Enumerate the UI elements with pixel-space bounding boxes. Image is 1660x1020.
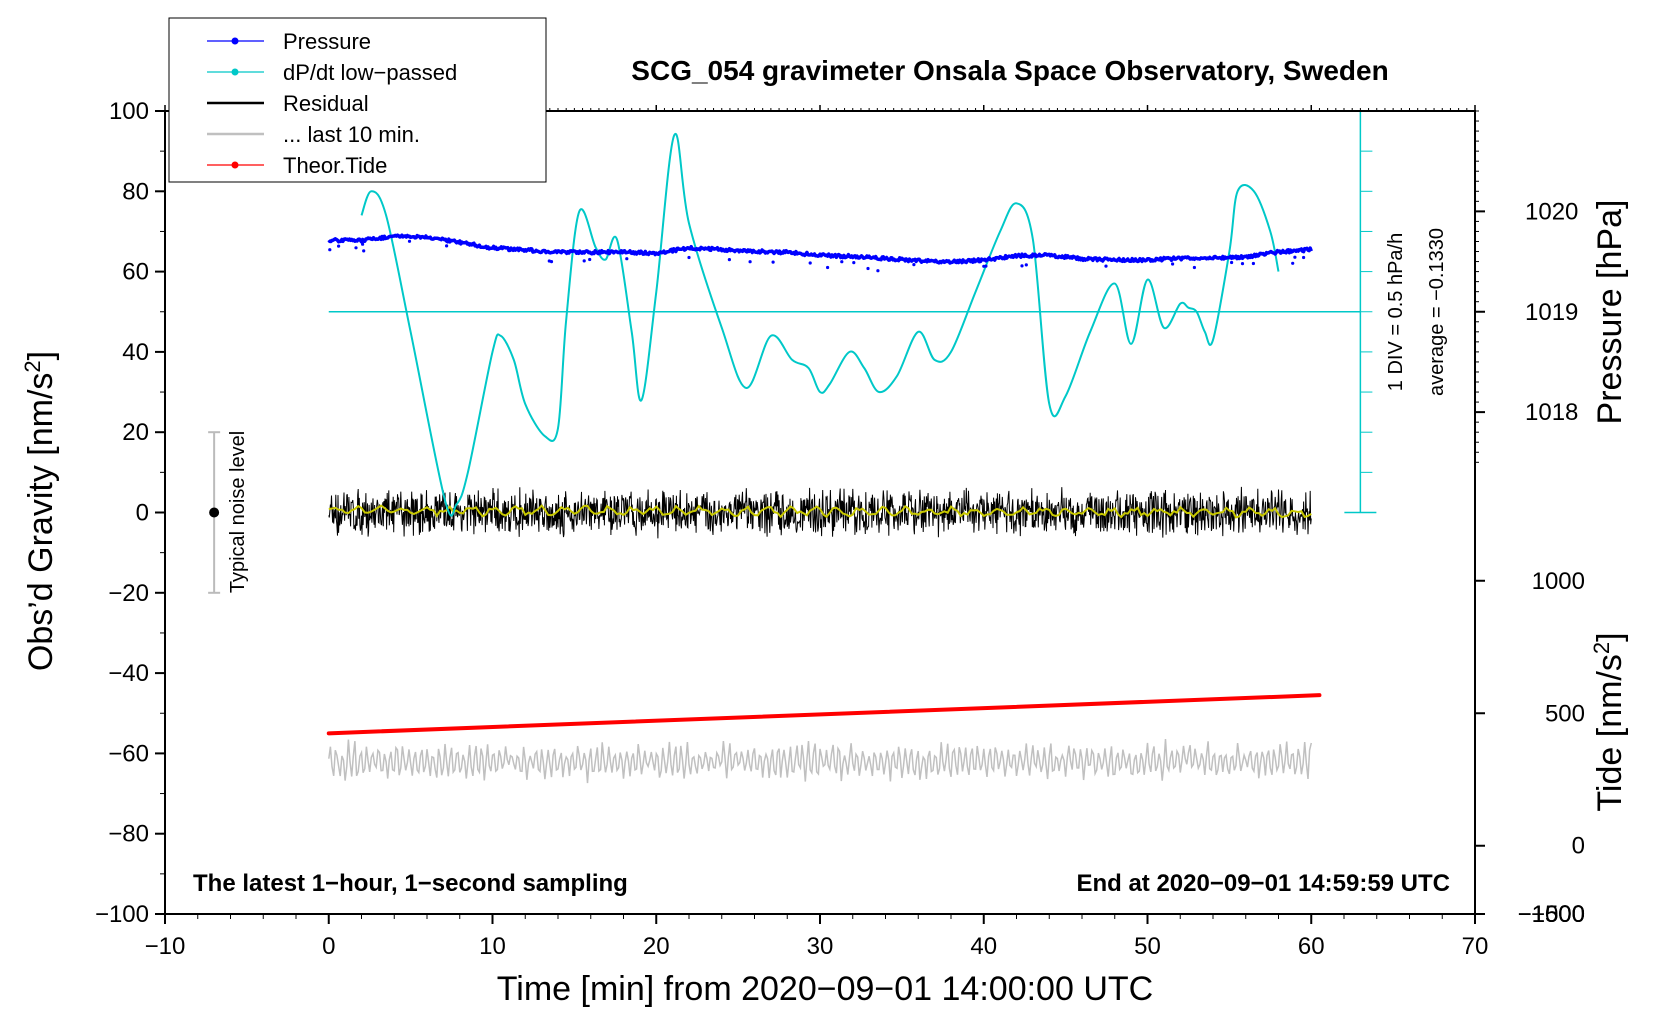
pressure-point xyxy=(687,255,691,260)
pressure-point xyxy=(445,244,449,248)
pressure-point xyxy=(727,258,732,262)
tide-axis-label: Tide [nm/s2] xyxy=(1589,632,1629,811)
pressure-point xyxy=(582,259,586,263)
pressure-point xyxy=(748,260,752,264)
y-tick-label: −20 xyxy=(108,580,149,607)
pressure-point xyxy=(549,260,554,264)
pressure-point xyxy=(1251,261,1255,266)
y-tick-label: 60 xyxy=(122,259,149,286)
dpdt-scale-label: 1 DIV = 0.5 hPa/h xyxy=(1385,233,1407,391)
pressure-point xyxy=(328,248,332,252)
pressure-point xyxy=(1291,261,1295,265)
tide-tick-label: −500 xyxy=(1531,901,1585,928)
pressure-point xyxy=(1192,265,1196,270)
pressure-point xyxy=(1230,260,1234,265)
pressure-point xyxy=(1171,262,1175,266)
x-tick-label: 50 xyxy=(1134,933,1161,960)
dpdt-average-label: average = −0.1330 xyxy=(1426,228,1448,396)
y-tick-label: −60 xyxy=(108,740,149,767)
tide-tick-label: 1000 xyxy=(1532,568,1585,595)
pressure-point xyxy=(876,269,880,273)
y-tick-label: 80 xyxy=(122,178,149,205)
y-tick-label: −80 xyxy=(108,821,149,848)
legend-item: dP/dt low−passed xyxy=(207,60,457,85)
pressure-point xyxy=(852,261,856,265)
y-tick-label: −40 xyxy=(108,660,149,687)
tide-tick-label: −1500 xyxy=(1518,901,1585,928)
pressure-point xyxy=(354,246,358,250)
legend-label: Residual xyxy=(283,91,369,116)
y-tick-label: 40 xyxy=(122,339,149,366)
x-tick-label: 10 xyxy=(479,933,506,960)
y-tick-label: −100 xyxy=(95,901,149,928)
x-tick-label: 0 xyxy=(322,933,335,960)
legend-label: ... last 10 min. xyxy=(283,122,420,147)
residual-smoothed-line xyxy=(328,504,1312,519)
chart-title: SCG_054 gravimeter Onsala Space Observat… xyxy=(631,55,1388,86)
pressure-point xyxy=(912,263,916,267)
x-tick-label: 20 xyxy=(643,933,670,960)
legend-swatch-marker xyxy=(231,161,239,169)
x-tick-label: 40 xyxy=(970,933,997,960)
legend-label: Theor.Tide xyxy=(283,153,387,178)
bottom-right-note: End at 2020−09−01 14:59:59 UTC xyxy=(1076,870,1450,897)
pressure-point xyxy=(1293,255,1297,259)
pressure-point xyxy=(866,266,870,271)
pressure-tick-label: 1020 xyxy=(1525,198,1578,225)
pressure-point xyxy=(771,260,775,264)
x-tick-label: 30 xyxy=(807,933,834,960)
last-10min-line xyxy=(328,738,1313,784)
pressure-point xyxy=(588,257,592,262)
pressure-point xyxy=(625,257,629,261)
legend-box xyxy=(168,17,547,183)
pressure-point xyxy=(1104,264,1108,268)
legend-item: ... last 10 min. xyxy=(207,122,420,147)
legend-swatch-marker xyxy=(231,68,239,76)
tide-tick-label: 0 xyxy=(1572,833,1585,860)
residual-line xyxy=(328,486,1312,539)
axes-layer: −10 0 10 20 30 40 50 60 70−100−80−60−40−20020406… xyxy=(95,98,1585,960)
pressure-tick-label: 1018 xyxy=(1525,399,1578,426)
pressure-point xyxy=(407,239,412,243)
pressure-point xyxy=(984,264,988,268)
legend-swatch-marker xyxy=(231,37,239,45)
noise-level-label: Typical noise level xyxy=(227,431,249,593)
pressure-point xyxy=(808,261,812,265)
legend-label: dP/dt low−passed xyxy=(283,60,457,85)
pressure-point xyxy=(826,265,830,270)
pressure-line xyxy=(327,233,1313,265)
tide-tick-label: 500 xyxy=(1545,700,1585,727)
pressure-tick-label: 1019 xyxy=(1525,299,1578,326)
pressure-point xyxy=(1240,262,1245,266)
y-axis-label: Obs’d Gravity [nm/s2] xyxy=(20,351,60,671)
tide-tick-label: −1000 xyxy=(1518,901,1585,928)
pressure-axis-label: Pressure [hPa] xyxy=(1591,200,1629,425)
series-layer xyxy=(326,132,1322,784)
pressure-point xyxy=(1024,263,1028,267)
x-tick-label: 70 xyxy=(1462,933,1489,960)
legend: Pressure dP/dt low−passed Residual ... last… xyxy=(168,17,547,183)
x-tick-label: −10 xyxy=(145,933,186,960)
pressure-point xyxy=(337,244,341,248)
tide-line xyxy=(326,693,1322,736)
pressure-point xyxy=(1302,255,1306,260)
legend-item: Pressure xyxy=(207,29,371,54)
pressure-point xyxy=(1020,264,1024,268)
pressure-points xyxy=(328,239,1306,273)
noise-level-point xyxy=(209,507,220,518)
pressure-point xyxy=(840,260,844,264)
dpdt-line xyxy=(360,132,1280,517)
y-tick-label: 20 xyxy=(122,419,149,446)
legend-item: Theor.Tide xyxy=(207,153,387,178)
x-tick-label: 60 xyxy=(1298,933,1325,960)
bottom-left-note: The latest 1−hour, 1−second sampling xyxy=(193,870,628,897)
legend-label: Pressure xyxy=(283,29,371,54)
legend-item: Residual xyxy=(207,91,369,116)
y-tick-label: 0 xyxy=(136,500,149,527)
y-tick-label: 100 xyxy=(109,98,149,125)
x-axis-label: Time [min] from 2020−09−01 14:00:00 UTC xyxy=(497,970,1153,1008)
pressure-point xyxy=(362,249,366,253)
